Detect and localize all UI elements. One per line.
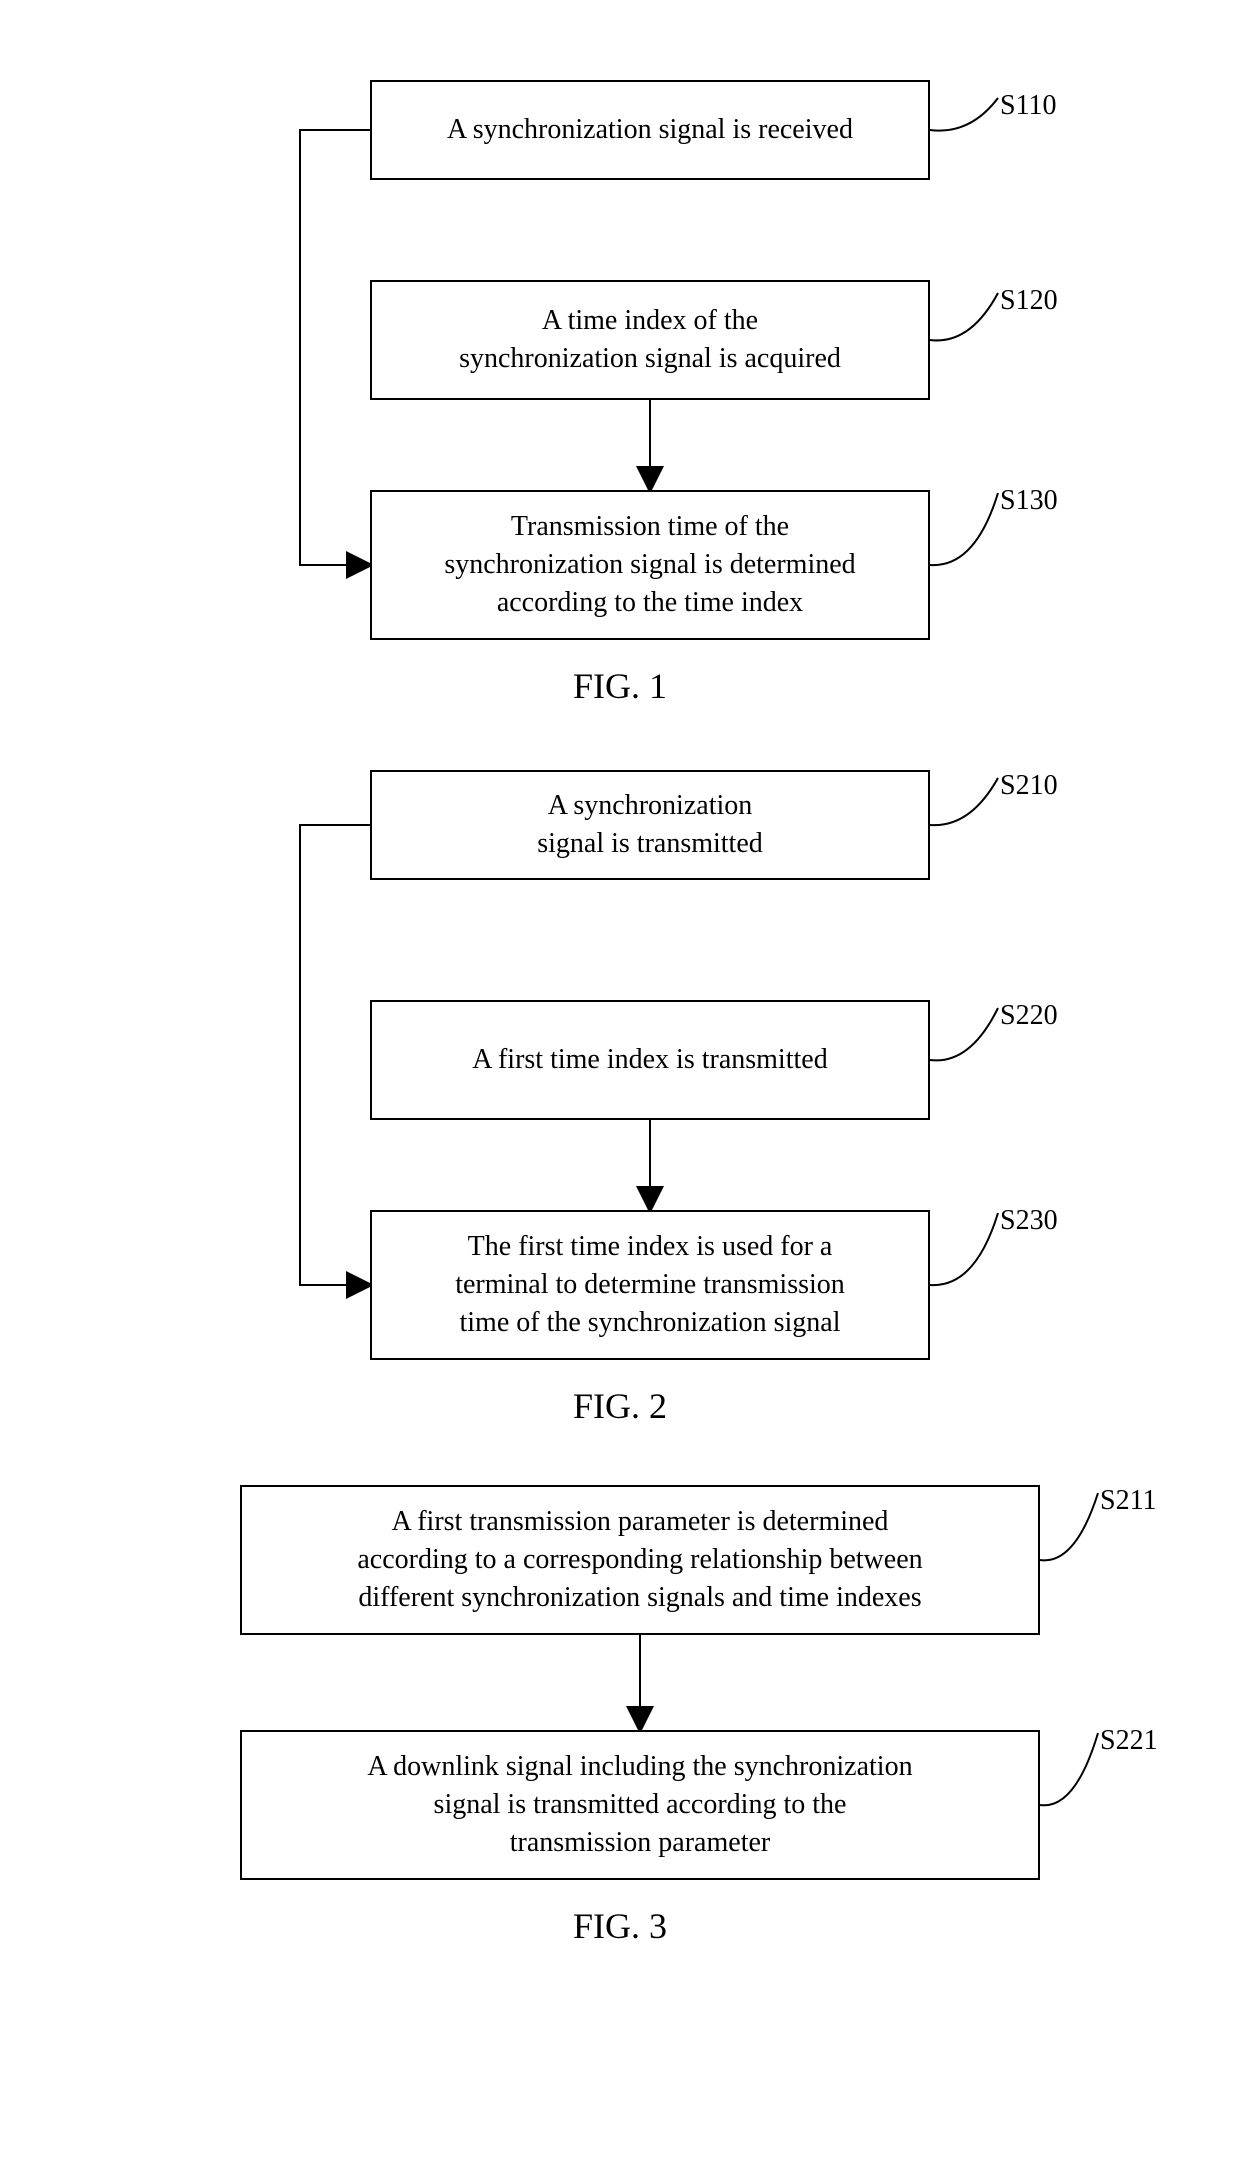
box-s130: Transmission time of thesynchronization … bbox=[370, 490, 930, 640]
label-s110: S110 bbox=[1000, 90, 1057, 122]
box-s230: The first time index is used for atermin… bbox=[370, 1210, 930, 1360]
figure-3: A first transmission parameter is determ… bbox=[40, 1470, 1200, 1950]
label-s211: S211 bbox=[1100, 1485, 1157, 1517]
fig3-caption: FIG. 3 bbox=[40, 1905, 1200, 1947]
label-s220: S220 bbox=[1000, 1000, 1058, 1032]
box-s220: A first time index is transmitted bbox=[370, 1000, 930, 1120]
box-s110: A synchronization signal is received bbox=[370, 80, 930, 180]
box-s110-text: A synchronization signal is received bbox=[447, 111, 853, 149]
label-s210: S210 bbox=[1000, 770, 1058, 802]
box-s230-text: The first time index is used for atermin… bbox=[455, 1228, 845, 1341]
fig2-caption: FIG. 2 bbox=[40, 1385, 1200, 1427]
box-s120-text: A time index of thesynchronization signa… bbox=[459, 302, 841, 378]
box-s220-text: A first time index is transmitted bbox=[472, 1041, 827, 1079]
figure-2: A synchronizationsignal is transmitted S… bbox=[40, 750, 1200, 1430]
box-s210-text: A synchronizationsignal is transmitted bbox=[537, 787, 763, 863]
fig1-caption: FIG. 1 bbox=[40, 665, 1200, 707]
label-s120: S120 bbox=[1000, 285, 1058, 317]
label-s221: S221 bbox=[1100, 1725, 1158, 1757]
label-s130: S130 bbox=[1000, 485, 1058, 517]
box-s211: A first transmission parameter is determ… bbox=[240, 1485, 1040, 1635]
box-s221: A downlink signal including the synchron… bbox=[240, 1730, 1040, 1880]
box-s210: A synchronizationsignal is transmitted bbox=[370, 770, 930, 880]
box-s211-text: A first transmission parameter is determ… bbox=[357, 1503, 922, 1616]
box-s130-text: Transmission time of thesynchronization … bbox=[444, 508, 855, 621]
label-s230: S230 bbox=[1000, 1205, 1058, 1237]
figure-1: A synchronization signal is received S11… bbox=[40, 60, 1200, 710]
box-s120: A time index of thesynchronization signa… bbox=[370, 280, 930, 400]
box-s221-text: A downlink signal including the synchron… bbox=[367, 1748, 912, 1861]
